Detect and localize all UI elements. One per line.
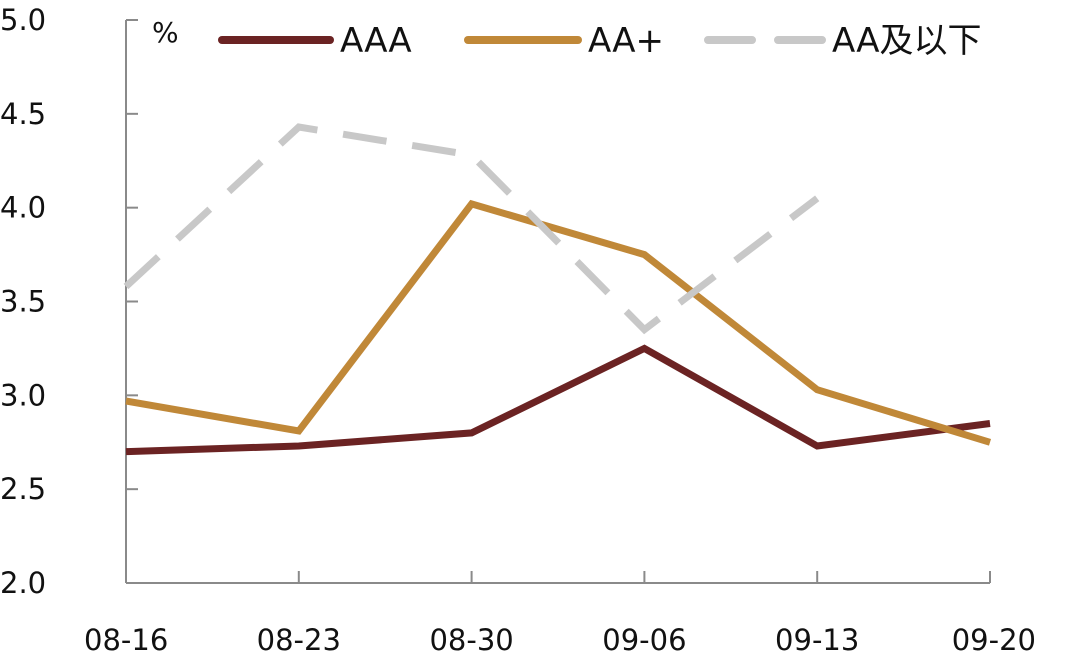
- legend-label: AA+: [588, 21, 664, 61]
- legend-label: AA及以下: [832, 21, 981, 61]
- series-line-0: [125, 344, 991, 456]
- x-tick-label: 09-06: [602, 623, 686, 657]
- y-tick-label: 3.0: [0, 378, 46, 412]
- y-tick-label: 2.0: [0, 566, 46, 600]
- y-axis-unit-label: %: [152, 16, 179, 49]
- y-tick-label: 4.0: [0, 191, 46, 225]
- x-tick-label: 09-20: [952, 623, 1036, 657]
- x-tick-label: 09-13: [775, 623, 859, 657]
- y-tick-label: 2.5: [0, 472, 46, 506]
- x-tick-label: 08-30: [429, 623, 513, 657]
- x-tick-label: 08-23: [257, 623, 341, 657]
- legend: AAA AA+ AA及以下: [218, 21, 981, 61]
- y-tick-label: 5.0: [0, 3, 46, 37]
- series-lines: [123, 123, 992, 456]
- axes: 5.0 4.5 4.0 3.5 3.0 2.5 2.0 08-16 08-23 08-30 09-0…: [0, 3, 1036, 657]
- y-tick-label: 3.5: [0, 285, 46, 319]
- series-line-2: [123, 123, 820, 335]
- legend-label: AAA: [340, 21, 412, 61]
- y-tick-label: 4.5: [0, 97, 46, 131]
- x-tick-label: 08-16: [84, 623, 168, 657]
- series-line-1: [125, 199, 992, 446]
